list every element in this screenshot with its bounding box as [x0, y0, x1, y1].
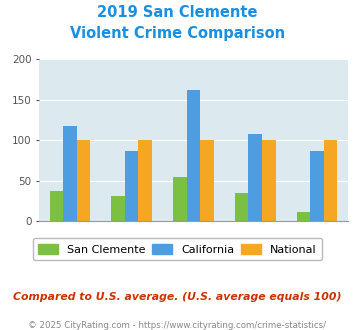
Bar — [235, 193, 248, 221]
Bar — [77, 140, 90, 221]
Text: © 2025 CityRating.com - https://www.cityrating.com/crime-statistics/: © 2025 CityRating.com - https://www.city… — [28, 321, 327, 330]
Legend: San Clemente, California, National: San Clemente, California, National — [33, 238, 322, 260]
Bar — [248, 134, 262, 221]
Bar — [262, 140, 275, 221]
Bar — [125, 151, 138, 221]
Bar — [187, 90, 200, 221]
Bar — [173, 177, 187, 221]
Text: Violent Crime Comparison: Violent Crime Comparison — [70, 26, 285, 41]
Bar — [63, 126, 77, 221]
Bar — [111, 196, 125, 221]
Bar — [138, 140, 152, 221]
Text: Compared to U.S. average. (U.S. average equals 100): Compared to U.S. average. (U.S. average … — [13, 292, 342, 302]
Text: 2019 San Clemente: 2019 San Clemente — [97, 5, 258, 20]
Bar — [297, 212, 310, 221]
Bar — [50, 191, 63, 221]
Bar — [200, 140, 214, 221]
Bar — [310, 151, 324, 221]
Bar — [324, 140, 337, 221]
